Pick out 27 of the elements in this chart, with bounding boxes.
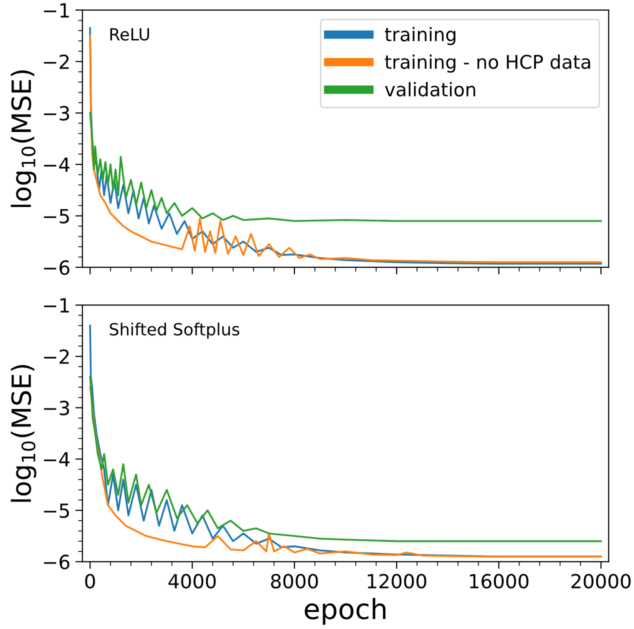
y-tick-label: −5: [44, 209, 69, 224]
y-axis-title: log$_{10}$(MSE): [10, 365, 36, 502]
x-tick-label: 16000: [470, 574, 528, 589]
y-tick-label: −1: [44, 3, 69, 18]
y-tick-label: −2: [44, 54, 69, 69]
line-series: [89, 112, 602, 222]
y-tick-label: −2: [44, 349, 69, 364]
x-tick-label: 12000: [368, 574, 426, 589]
y-tick-label: −6: [44, 554, 70, 570]
x-axis-title: epoch: [304, 598, 386, 625]
y-tick-label: −4: [44, 452, 70, 466]
y-tick-label: −4: [44, 158, 70, 172]
annotation: Shifted Softplus: [110, 322, 240, 339]
x-tick-label: 8000: [271, 574, 318, 589]
x-tick-label: 20000: [571, 574, 631, 589]
annotation: ReLU: [110, 28, 150, 41]
y-tick-label: −5: [44, 504, 69, 518]
y-tick-label: −1: [44, 298, 69, 312]
y-tick-label: −3: [44, 400, 70, 416]
x-tick-label: 4000: [168, 574, 216, 589]
y-tick-label: −3: [44, 106, 70, 121]
x-tick-label: 0: [85, 574, 95, 589]
legend-label: validation: [385, 82, 476, 96]
y-tick-label: −6: [44, 260, 70, 275]
legend-label: training: [384, 26, 456, 46]
y-axis-title: log$_{10}$(MSE): [10, 70, 36, 208]
legend-label: training - no HCP data: [384, 54, 590, 73]
